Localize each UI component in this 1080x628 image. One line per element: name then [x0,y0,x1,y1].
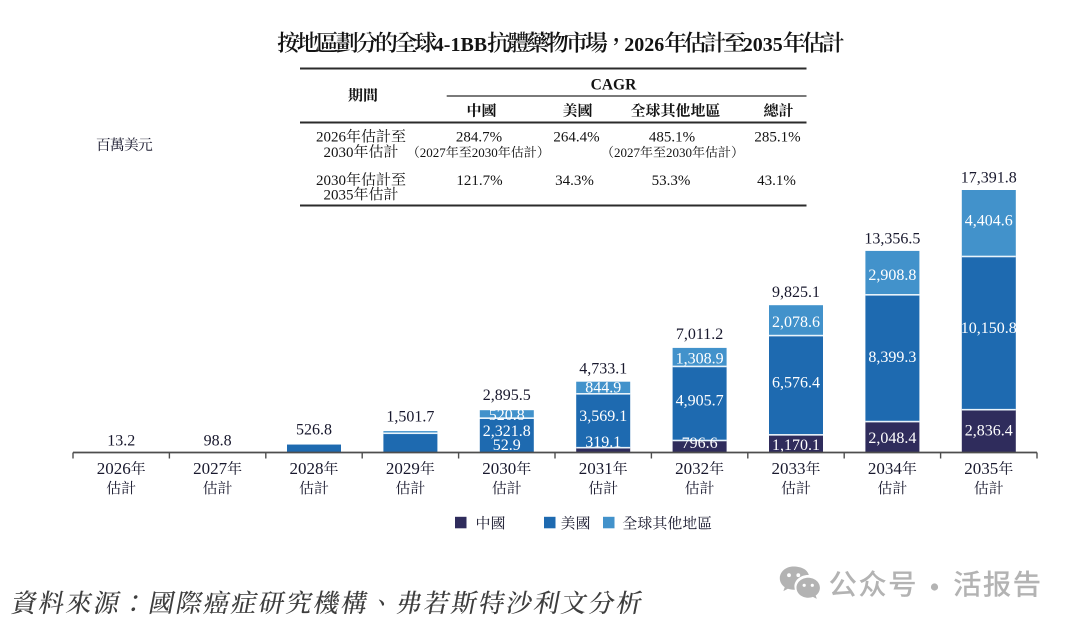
svg-text:526.8: 526.8 [296,422,332,439]
svg-text:844.9: 844.9 [585,380,621,397]
svg-text:43.1%: 43.1% [757,173,796,189]
svg-text:53.3%: 53.3% [652,173,691,189]
svg-text:2026: 2026 [316,130,347,146]
svg-text:319.1: 319.1 [585,434,621,451]
svg-text:2032: 2032 [675,459,709,478]
svg-text:17,391.8: 17,391.8 [961,170,1017,187]
svg-text:10,150.8: 10,150.8 [961,320,1017,337]
svg-text:2030: 2030 [666,145,692,160]
svg-text:2030: 2030 [324,145,354,161]
svg-text:2,321.8: 2,321.8 [483,423,531,440]
svg-text:8,399.3: 8,399.3 [868,349,916,366]
svg-text:13,356.5: 13,356.5 [864,231,920,248]
svg-text:284.7%: 284.7% [456,130,502,146]
svg-text:2,078.6: 2,078.6 [772,314,820,331]
svg-text:52.9: 52.9 [493,437,521,454]
svg-text:2030: 2030 [482,459,516,478]
svg-text:1,170.1: 1,170.1 [772,437,820,454]
svg-text:285.1%: 285.1% [754,130,800,146]
svg-text:4,905.7: 4,905.7 [676,393,724,410]
svg-text:2026: 2026 [97,459,131,478]
svg-text:796.6: 796.6 [682,435,718,452]
svg-text:520.8: 520.8 [489,407,525,424]
svg-text:1,308.9: 1,308.9 [676,351,724,368]
svg-text:2027: 2027 [614,145,641,160]
svg-text:7,011.2: 7,011.2 [676,326,723,343]
svg-text:4-1BB: 4-1BB [434,34,487,56]
svg-text:2,048.4: 2,048.4 [868,430,916,447]
svg-text:2034: 2034 [868,459,903,478]
svg-text:121.7%: 121.7% [456,173,502,189]
svg-text:2028: 2028 [290,459,324,478]
svg-text:4,404.6: 4,404.6 [965,213,1013,230]
svg-text:13.2: 13.2 [107,432,135,449]
svg-text:3,569.1: 3,569.1 [579,408,627,425]
svg-text:2030: 2030 [316,173,346,189]
svg-text:1,501.7: 1,501.7 [386,409,434,426]
svg-text:4,733.1: 4,733.1 [579,361,627,378]
svg-text:2,895.5: 2,895.5 [483,387,531,404]
svg-text:34.3%: 34.3% [555,173,594,189]
svg-text:264.4%: 264.4% [553,130,599,146]
svg-text:2033: 2033 [772,459,806,478]
svg-text:2031: 2031 [579,459,613,478]
svg-text:2,836.4: 2,836.4 [965,423,1013,440]
svg-text:9,825.1: 9,825.1 [772,284,820,301]
svg-text:2,908.8: 2,908.8 [868,267,916,284]
svg-text:485.1%: 485.1% [649,130,695,146]
svg-text:2035: 2035 [964,459,998,478]
svg-text:CAGR: CAGR [591,76,637,93]
svg-text:2027: 2027 [193,459,228,478]
svg-text:2035: 2035 [743,34,783,56]
svg-text:2026: 2026 [624,34,664,56]
svg-text:2027: 2027 [420,145,447,160]
svg-text:6,576.4: 6,576.4 [772,375,820,392]
svg-text:98.8: 98.8 [204,432,232,449]
svg-text:2035: 2035 [324,187,354,203]
svg-text:2029: 2029 [386,459,420,478]
svg-text:2030: 2030 [472,145,498,160]
